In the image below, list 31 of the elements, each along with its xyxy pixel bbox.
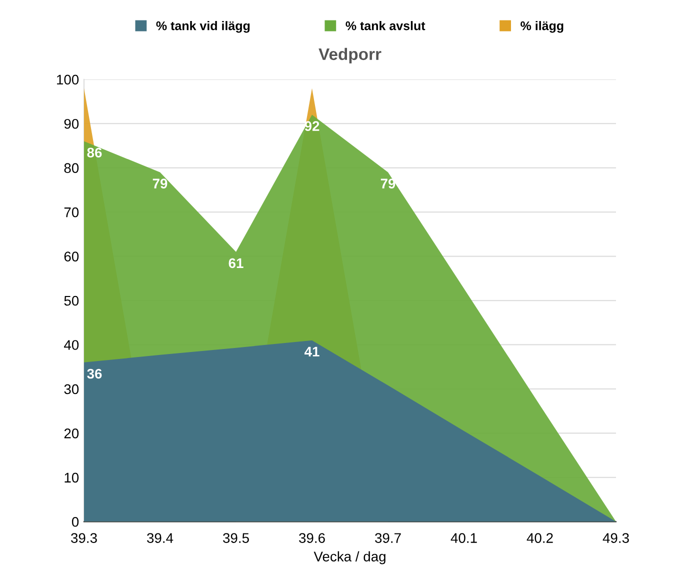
y-tick-label: 70	[64, 207, 79, 218]
y-tick-label: 60	[64, 252, 79, 262]
x-tick-label: 49.3	[602, 533, 629, 543]
x-tick-label: 40.1	[450, 533, 477, 543]
y-tick-label: 100	[57, 74, 79, 85]
x-tick-label: 39.6	[299, 533, 325, 543]
data-label: 79	[152, 178, 168, 188]
chart-title: Vedporr	[318, 48, 382, 64]
x-tick-label: 39.3	[71, 533, 97, 543]
y-tick-label: 0	[72, 516, 79, 527]
x-tick-label: 39.5	[223, 533, 249, 543]
legend-label: % ilägg	[520, 21, 564, 33]
legend-label: % tank vid ilägg	[156, 21, 250, 33]
y-tick-label: 30	[64, 384, 79, 394]
data-label: 41	[304, 346, 320, 356]
data-label: 86	[87, 148, 102, 158]
y-tick-label: 50	[64, 296, 79, 306]
y-tick-label: 20	[64, 428, 79, 438]
y-tick-label: 80	[64, 163, 79, 173]
x-axis-title: Vecka / dag	[314, 551, 386, 564]
x-tick-label: 39.4	[147, 533, 174, 543]
legend-label: % tank avslut	[346, 21, 426, 30]
y-tick-label: 90	[64, 118, 79, 129]
x-tick-label: 39.7	[375, 533, 401, 543]
data-label: 92	[304, 121, 320, 131]
data-label: 61	[228, 258, 244, 268]
y-tick-label: 10	[64, 472, 79, 483]
x-tick-label: 40.2	[526, 533, 553, 543]
data-label: 79	[380, 178, 396, 188]
data-label: 36	[87, 368, 102, 379]
y-tick-label: 40	[64, 340, 79, 350]
